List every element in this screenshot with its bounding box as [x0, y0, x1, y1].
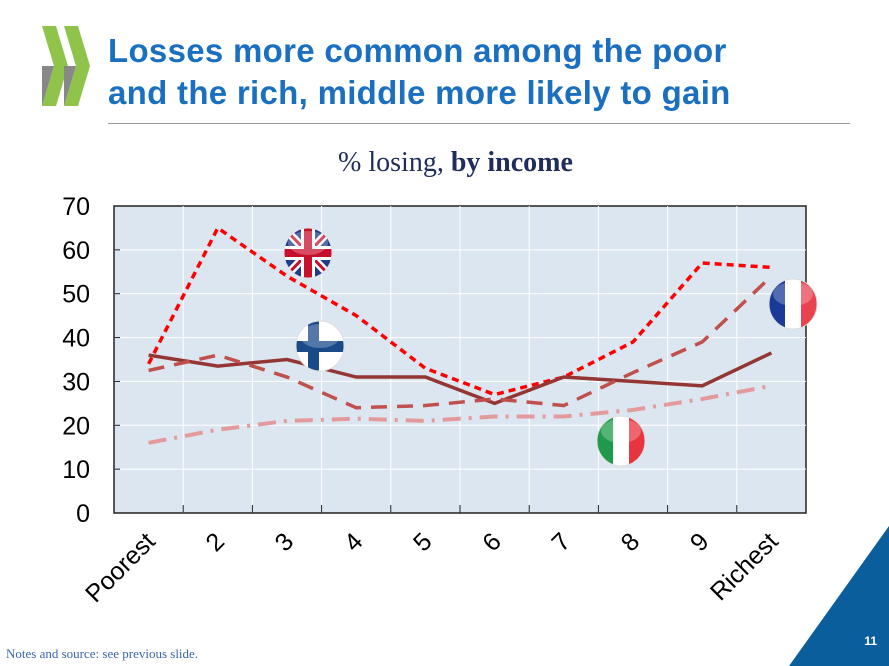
- uk-flag-icon: [283, 227, 333, 279]
- title-line-2: and the rich, middle more likely to gain: [108, 74, 731, 111]
- corner-triangle: [789, 526, 889, 666]
- title-line-1: Losses more common among the poor: [108, 32, 727, 69]
- italy-flag-icon: [596, 415, 646, 467]
- oecd-logo: [42, 26, 90, 106]
- y-tick-label: 30: [62, 368, 90, 396]
- x-tick-label: 5: [408, 527, 438, 557]
- x-tick-label: 8: [616, 527, 646, 557]
- y-tick-label: 20: [62, 412, 90, 440]
- finland-flag-icon: [295, 320, 345, 372]
- series-line-united-kingdom: [147, 225, 772, 397]
- chart-title-plain: % losing,: [338, 147, 451, 178]
- slide-title: Losses more common among the poor and th…: [108, 30, 731, 114]
- chart-title: % losing, by income: [0, 147, 889, 179]
- series-line-finland: [148, 351, 773, 406]
- x-tick-label: Poorest: [80, 527, 161, 608]
- series-line-france: [148, 274, 773, 410]
- x-tick-label: 7: [546, 527, 576, 557]
- title-divider: [108, 123, 850, 124]
- y-tick-label: 50: [62, 281, 90, 309]
- chart-title-bold: by income: [450, 147, 573, 178]
- france-flag-icon: [768, 278, 818, 330]
- series-line-italy: [148, 383, 772, 445]
- y-tick-label: 0: [76, 500, 90, 528]
- y-tick-label: 70: [62, 193, 90, 221]
- y-tick-label: 40: [62, 325, 90, 353]
- x-tick-label: 3: [270, 527, 300, 557]
- x-tick-label: 4: [339, 527, 369, 557]
- x-tick-label: 6: [477, 527, 507, 557]
- x-tick-label: Richest: [705, 527, 784, 606]
- y-tick-label: 60: [62, 237, 90, 265]
- y-tick-label: 10: [62, 456, 90, 484]
- x-tick-label: 9: [685, 527, 715, 557]
- page-number: 11: [864, 634, 877, 648]
- footnote: Notes and source: see previous slide.: [6, 646, 199, 661]
- x-tick-label: 2: [200, 527, 230, 557]
